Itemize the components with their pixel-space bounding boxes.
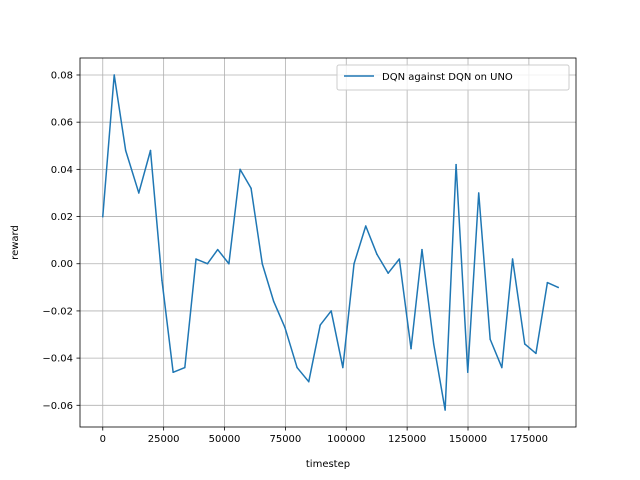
legend: DQN against DQN on UNO: [336, 64, 570, 91]
x-axis-label: timestep: [306, 459, 350, 470]
x-tick-label: 125000: [388, 434, 426, 445]
y-axis-label: reward: [10, 225, 21, 260]
data-point: [421, 248, 423, 251]
data-point: [102, 215, 104, 218]
data-point: [455, 163, 457, 166]
data-point: [308, 380, 310, 383]
data-point: [467, 371, 469, 374]
data-point: [161, 279, 163, 281]
y-tick-label: −0.02: [42, 306, 73, 317]
data-point: [410, 347, 412, 350]
data-point: [523, 343, 526, 345]
data-point: [432, 343, 435, 345]
grid: [80, 58, 576, 427]
data-point: [398, 258, 401, 260]
data-point: [138, 192, 140, 194]
series-layer: [101, 74, 560, 411]
plot-frame: [79, 57, 577, 428]
data-point: [296, 366, 298, 369]
data-point: [376, 253, 378, 256]
data-point: [113, 74, 115, 76]
x-tick-label: 50000: [209, 434, 241, 445]
legend-label: DQN against DQN on UNO: [382, 72, 513, 83]
data-point: [284, 326, 286, 329]
data-point: [535, 352, 537, 355]
data-point: [557, 286, 559, 289]
x-tick-label: 25000: [148, 434, 180, 445]
y-tick-label: 0.08: [51, 70, 73, 81]
data-point: [477, 192, 480, 194]
data-point: [546, 281, 549, 284]
data-point: [342, 366, 344, 369]
data-point: [387, 272, 389, 274]
y-tick-label: −0.04: [42, 354, 73, 365]
legend-box: [336, 64, 570, 91]
ticks: 0 25000 50000 75000 100000 125000 150000 175000…: [42, 70, 548, 445]
y-tick-label: 0.00: [51, 259, 73, 270]
y-tick-label: 0.04: [51, 165, 73, 176]
data-point: [444, 409, 446, 411]
data-point: [364, 225, 367, 227]
data-point: [195, 258, 197, 260]
data-point: [149, 149, 152, 152]
data-point: [206, 262, 209, 265]
y-tick-label: 0.06: [51, 118, 73, 129]
data-point: [272, 300, 275, 303]
data-point: [511, 258, 514, 260]
data-point: [228, 262, 230, 265]
data-point: [501, 366, 503, 369]
data-point: [250, 187, 252, 189]
data-point: [172, 371, 174, 374]
y-tick-label: −0.06: [42, 401, 73, 412]
plot-area: [80, 58, 576, 427]
x-tick-label: 175000: [510, 434, 548, 445]
data-point: [184, 366, 186, 369]
data-point: [330, 310, 332, 312]
x-tick-label: 75000: [269, 434, 301, 445]
x-tick-label: 150000: [449, 434, 487, 445]
x-tick-label: 100000: [327, 434, 365, 445]
data-point: [261, 262, 264, 265]
data-point: [216, 248, 219, 251]
data-point: [239, 168, 241, 171]
x-tick-label: 0: [100, 434, 106, 445]
y-tick-label: 0.02: [51, 212, 73, 223]
data-point: [124, 149, 127, 152]
data-point: [489, 338, 491, 340]
data-point: [353, 262, 355, 265]
data-point: [319, 324, 321, 326]
